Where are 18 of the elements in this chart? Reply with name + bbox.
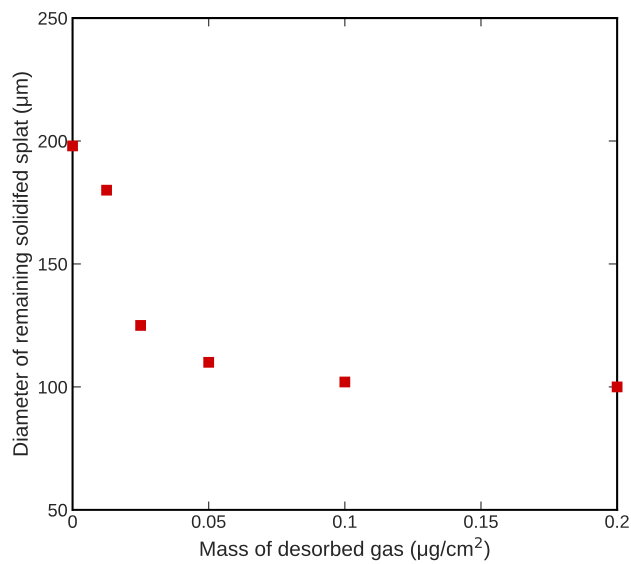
x-tick-label: 0.1 xyxy=(333,515,357,528)
y-tick-label: 50 xyxy=(48,504,67,517)
y-axis-title: Diameter of remaining solidifed splat (μm) xyxy=(12,72,32,456)
point xyxy=(135,320,146,331)
x-axis-title: Mass of desorbed gas (μg/cm$^{2}$) xyxy=(200,537,490,560)
y-tick-label: 250 xyxy=(38,12,67,25)
point xyxy=(101,184,112,196)
x-tick-label: 0.15 xyxy=(464,515,498,528)
point xyxy=(67,140,78,152)
y-tick-label: 200 xyxy=(38,134,67,148)
point xyxy=(339,376,350,388)
y-tick-label: 100 xyxy=(38,380,67,394)
x-tick-label: 0.2 xyxy=(605,515,629,528)
y-tick-label: 150 xyxy=(38,258,67,271)
x-tick-label: 0 xyxy=(68,515,77,528)
x-tick-label: 0.05 xyxy=(192,515,226,528)
point xyxy=(203,356,214,368)
point xyxy=(612,382,622,392)
